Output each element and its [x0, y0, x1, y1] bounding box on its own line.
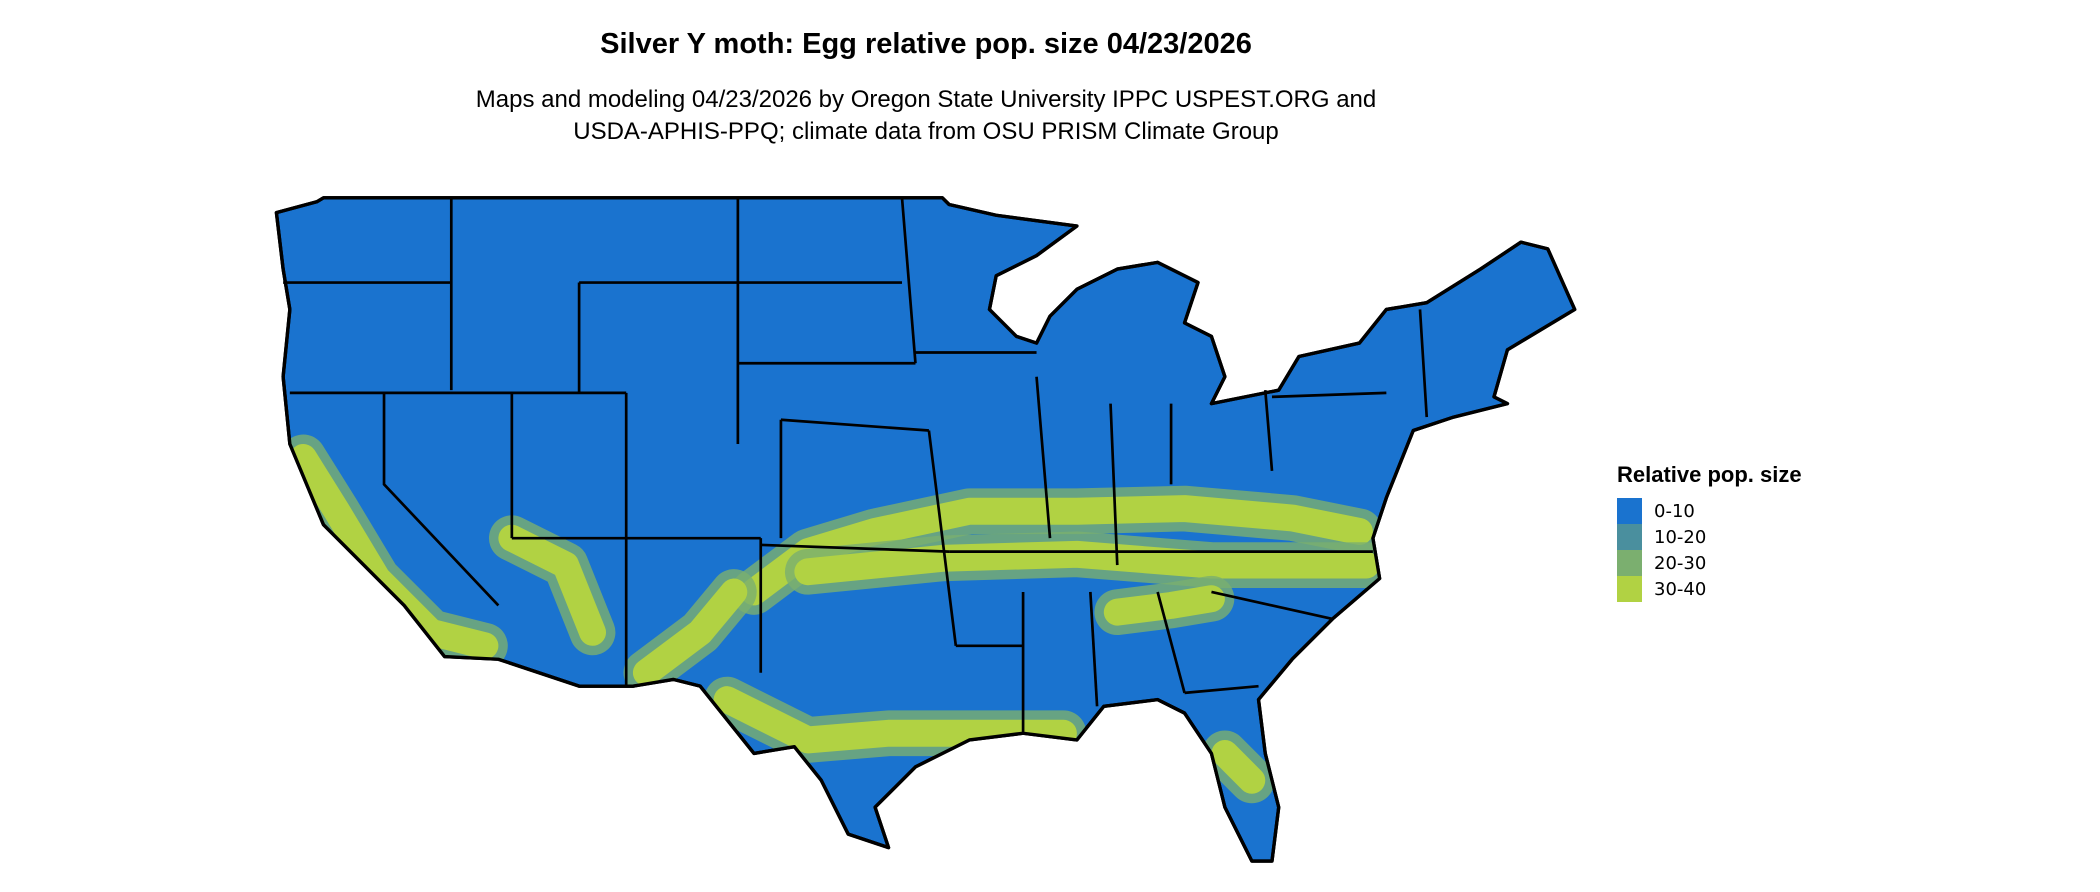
- state-border: [1035, 376, 1052, 539]
- legend-swatch: [1617, 550, 1642, 576]
- state-border: [1089, 591, 1099, 707]
- state-border: [1418, 309, 1429, 418]
- legend-item: 0-10: [1617, 498, 1802, 524]
- legend-item: 30-40: [1617, 576, 1802, 602]
- subtitle-line-1: Maps and modeling 04/23/2026 by Oregon S…: [475, 86, 1377, 113]
- risk-band-30-40: [632, 578, 748, 687]
- state-border: [1271, 391, 1387, 399]
- legend-swatch: [1617, 576, 1642, 602]
- legend-label: 10-20: [1654, 526, 1707, 548]
- state-border: [382, 392, 500, 607]
- state-border: [1263, 390, 1274, 472]
- risk-band-30-40: [794, 540, 1380, 586]
- state-border: [1109, 403, 1119, 566]
- risk-band-30-40: [1211, 739, 1266, 794]
- state-border: [900, 197, 917, 364]
- map-subtitle: Maps and modeling 04/23/2026 by Oregon S…: [0, 84, 1852, 148]
- legend-label: 20-30: [1654, 552, 1707, 574]
- risk-band-30-40: [498, 524, 607, 646]
- legend-label: 30-40: [1654, 578, 1707, 600]
- legend-label: 0-10: [1654, 500, 1695, 522]
- state-border: [1211, 590, 1333, 621]
- risk-band-30-40: [1103, 585, 1225, 626]
- map-title: Silver Y moth: Egg relative pop. size 04…: [600, 28, 1252, 60]
- legend: Relative pop. size 0-10 10-20 20-30 30-40: [1617, 462, 1802, 602]
- legend-swatch: [1617, 498, 1642, 524]
- state-border: [1184, 684, 1259, 695]
- legend-title: Relative pop. size: [1617, 462, 1802, 487]
- legend-item: 20-30: [1617, 550, 1802, 576]
- risk-band-30-40: [713, 686, 1077, 754]
- us-border: [274, 196, 1577, 863]
- state-borders: [283, 197, 1429, 734]
- state-border: [780, 418, 930, 432]
- state-border: [927, 430, 958, 646]
- legend-item: 10-20: [1617, 524, 1802, 550]
- state-border: [760, 543, 950, 553]
- state-border: [1156, 591, 1186, 694]
- legend-swatch: [1617, 524, 1642, 550]
- subtitle-line-2: USDA-APHIS-PPQ; climate data from OSU PR…: [573, 118, 1279, 145]
